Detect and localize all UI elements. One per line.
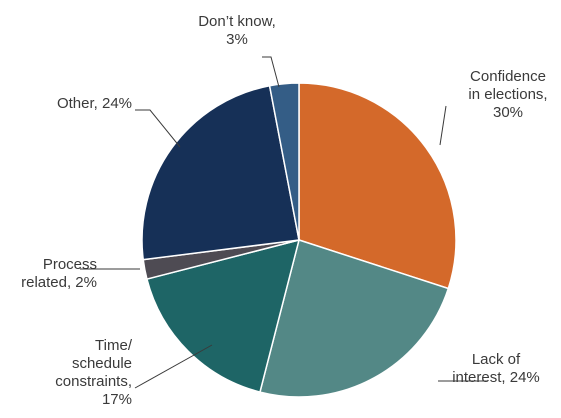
label-line: 17% xyxy=(102,391,132,408)
label-line: Lack of xyxy=(472,351,521,368)
label-other: Other, 24% xyxy=(57,95,132,112)
slice-lack-of-interest xyxy=(259,239,450,398)
label-line: 30% xyxy=(493,104,523,121)
slice-other xyxy=(141,84,300,261)
pie-slices xyxy=(141,82,457,398)
label-don-t-know: Don’t know, 3% xyxy=(198,13,276,48)
label-line: Other, 24% xyxy=(57,95,132,112)
slice-time-schedule-constraints xyxy=(146,238,301,393)
label-line: constraints, xyxy=(55,373,132,390)
leader-line-don-t-know xyxy=(262,56,280,88)
leader-line-time-schedule-constraints xyxy=(134,344,213,389)
leader-line-confidence-in-elections xyxy=(439,105,447,146)
label-line: interest, 24% xyxy=(452,369,540,386)
slice-confidence-in-elections xyxy=(298,82,457,290)
label-line: Don’t know, xyxy=(198,13,276,30)
label-line: related, 2% xyxy=(21,274,97,291)
label-line: in elections, xyxy=(468,86,547,103)
label-line: Process xyxy=(43,256,97,273)
slice-don-t-know xyxy=(268,82,300,241)
label-line: Confidence xyxy=(470,68,546,85)
leader-line-other xyxy=(135,109,181,148)
slice-labels: Confidence in elections, 30% Lack of interes… xyxy=(21,13,548,408)
label-time-schedule-constraints: Time/schedule constraints, 17% xyxy=(55,337,133,408)
label-line: Time/ xyxy=(95,337,133,354)
label-line: 3% xyxy=(226,31,248,48)
label-lack-of-interest: Lack of interest, 24% xyxy=(452,351,540,386)
leader-lines xyxy=(80,56,488,389)
label-line: schedule xyxy=(72,355,132,372)
label-process-related: Process related, 2% xyxy=(21,256,97,291)
label-confidence-in-elections: Confidence in elections, 30% xyxy=(468,68,547,121)
